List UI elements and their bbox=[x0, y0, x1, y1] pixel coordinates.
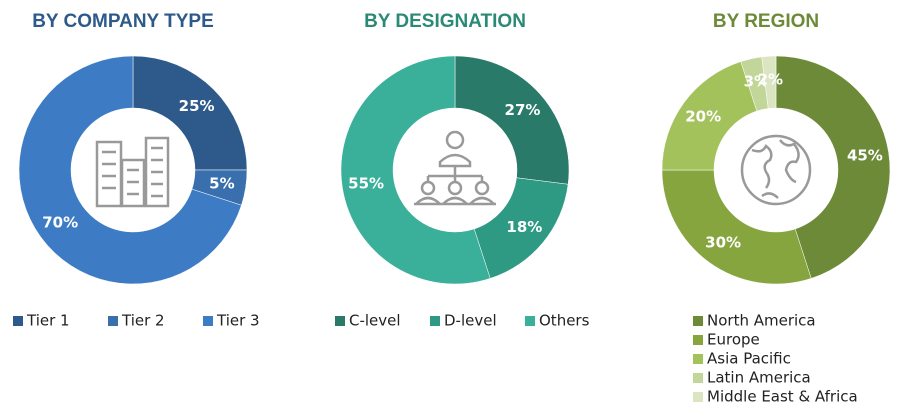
legend-label: North America bbox=[707, 312, 816, 330]
donut-slice bbox=[454, 55, 570, 185]
value-label: 45% bbox=[847, 146, 883, 164]
chart-title: BY COMPANY TYPE bbox=[32, 11, 214, 32]
legend-label: Europe bbox=[707, 331, 760, 349]
value-label: 20% bbox=[685, 108, 721, 126]
value-label: 70% bbox=[42, 213, 78, 231]
donut-slice bbox=[761, 55, 777, 109]
donut-slice bbox=[340, 55, 491, 285]
legend-swatch bbox=[335, 316, 345, 326]
legend-label: Tier 1 bbox=[26, 312, 70, 330]
legend-swatch bbox=[13, 316, 23, 326]
legend-swatch bbox=[430, 316, 440, 326]
value-label: 3% bbox=[744, 73, 769, 91]
legend-swatch bbox=[693, 373, 703, 383]
legend-swatch bbox=[693, 335, 703, 345]
donut-slice bbox=[132, 55, 248, 171]
legend-label: Others bbox=[539, 312, 590, 330]
donut-slice bbox=[661, 169, 812, 285]
legend-swatch bbox=[203, 316, 213, 326]
legend-label: D-level bbox=[444, 312, 497, 330]
legend-label: Tier 3 bbox=[216, 312, 260, 330]
people-icon bbox=[414, 130, 496, 206]
legend-label: C-level bbox=[349, 312, 401, 330]
legend-swatch bbox=[525, 316, 535, 326]
value-label: 2% bbox=[758, 71, 783, 89]
legend-swatch bbox=[693, 392, 703, 402]
donut-slice bbox=[661, 61, 758, 171]
building-icon bbox=[95, 136, 170, 208]
legend-label: Middle East & Africa bbox=[707, 388, 858, 406]
value-label: 55% bbox=[348, 175, 384, 193]
value-label: 27% bbox=[505, 101, 541, 119]
legend-label: Latin America bbox=[707, 369, 811, 387]
value-label: 5% bbox=[209, 175, 234, 193]
value-label: 25% bbox=[179, 97, 215, 115]
globe-icon bbox=[740, 134, 812, 206]
legend-swatch bbox=[693, 354, 703, 364]
chart-title: BY REGION bbox=[713, 11, 819, 32]
legend-swatch bbox=[108, 316, 118, 326]
chart-title: BY DESIGNATION bbox=[364, 11, 526, 32]
value-label: 30% bbox=[705, 233, 741, 251]
legend-label: Tier 2 bbox=[121, 312, 165, 330]
value-label: 18% bbox=[506, 218, 542, 236]
donut-slice bbox=[775, 55, 891, 279]
donut-slice bbox=[18, 55, 242, 285]
legend-swatch bbox=[693, 316, 703, 326]
legend-label: Asia Pacific bbox=[707, 350, 791, 368]
